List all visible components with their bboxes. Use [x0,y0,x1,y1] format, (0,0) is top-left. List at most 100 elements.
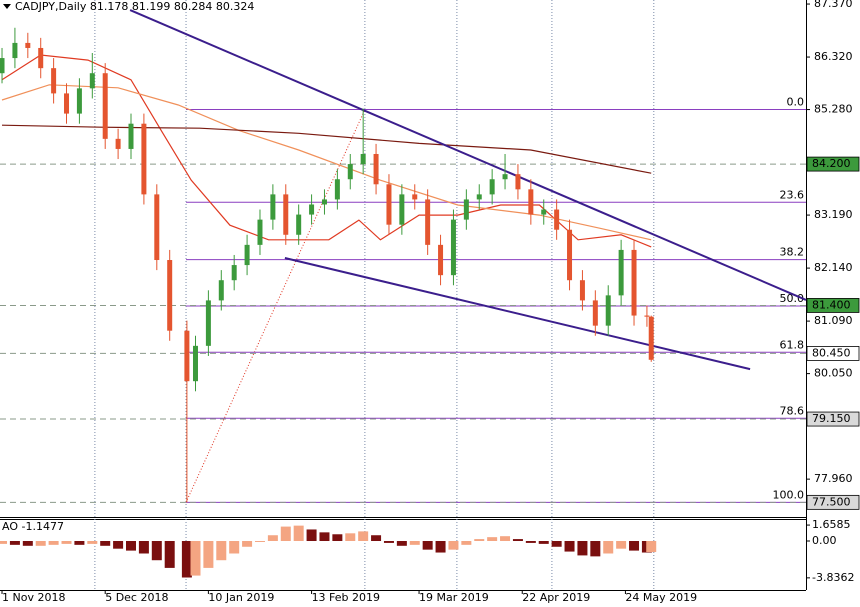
last-open: 81.178 [90,0,129,13]
ao-bar [500,536,511,542]
ao-bar [319,532,330,542]
candle-body [0,58,5,74]
ao-bar [280,526,291,542]
candle-body [541,209,547,215]
ao-bar [577,541,588,556]
moving-average [1,124,652,174]
ao-bar [409,541,420,545]
ao-bar [487,537,498,542]
price-tag-label: 81.400 [812,298,851,311]
price-tag [806,298,860,313]
ao-bar [306,529,317,542]
candle-body [644,315,650,317]
candle-body [115,138,121,149]
y2-tick-label: 1.6585 [812,518,851,531]
y-tick-label: 82.140 [814,261,853,274]
price-tag-label: 79.150 [812,412,851,425]
candle-body [231,265,237,281]
y-tick-label: 80.050 [814,367,853,380]
grid-layer [94,0,655,590]
candle-body [128,123,134,149]
ao-bar [61,541,72,544]
candle-body [347,164,353,180]
candle-body [89,73,95,89]
fib-level-label: 100.0 [773,488,805,501]
price-tag [806,411,860,427]
ao-bar [126,541,137,551]
y2-tick-label: -3.8362 [812,571,854,584]
candle-body [76,88,82,114]
ao-bar [629,541,640,551]
ao-bar [603,541,614,554]
candle-body [412,194,418,200]
candle-body [450,219,456,276]
last-close: 80.324 [216,0,255,13]
candle-body [592,300,598,326]
candle-body [579,280,585,301]
candle-body [51,68,57,94]
ao-bar [358,531,369,542]
candle-body [515,174,521,190]
ao-bar [9,541,20,545]
last-high: 81.199 [132,0,171,13]
price-tag [806,494,860,510]
collapse-arrow[interactable] [3,4,11,9]
ao-bar [448,541,459,550]
candle-body [631,249,637,316]
y-tick-label: 86.320 [814,50,853,63]
ao-bar [293,525,304,542]
fib-level-label: 50.0 [780,292,805,305]
candle-body [12,42,18,59]
ao-bar [538,541,549,544]
ao-bar [435,541,446,553]
price-tag-label: 80.450 [812,346,851,359]
candle-body [360,153,366,165]
ao-bar [590,541,601,557]
ao-bar [646,541,657,553]
candle-body [648,316,654,360]
ao-bar [113,541,124,549]
candle-body [605,295,611,326]
chart-header: CADJPY,Daily 81.178 81.199 80.284 80.324 [15,0,254,13]
ao-bar [254,541,265,542]
candle-body [373,153,379,185]
ao-bar [48,541,59,545]
candle-body [463,199,469,220]
x-tick-label: 22 Apr 2019 [522,591,590,604]
ao-bar [422,541,433,550]
candle-body [386,184,392,225]
moving-average [1,84,652,241]
ao-bar [138,541,149,554]
x-tick-label: 5 Dec 2018 [105,591,168,604]
candle-body [25,42,31,48]
fib-level-label: 23.6 [780,188,805,201]
symbol: CADJPY,Daily [15,0,87,13]
candle-body [567,229,573,281]
candle-layer [0,27,654,503]
candle-body [618,249,624,296]
ao-bar [267,535,278,542]
price-tag [806,156,860,172]
trend-line [129,9,807,301]
x-tick-label: 13 Feb 2019 [312,591,380,604]
y-tick-label: 81.090 [814,314,853,327]
x-tick-label: 1 Nov 2018 [2,591,65,604]
ao-bar [22,541,33,546]
ao-bar [190,541,201,576]
price-tag-label: 84.200 [812,157,851,170]
candle-body [167,260,173,331]
candle-body [141,123,147,195]
y-tick-label: 87.370 [814,0,853,10]
candle-body [154,194,160,261]
ao-bar [616,541,627,549]
last-low: 80.284 [174,0,213,13]
candle-body [102,73,108,139]
fib-level-label: 61.8 [780,338,805,351]
candle-body [321,199,327,205]
ao-bar [332,534,343,542]
indicator-name: AO [2,520,18,533]
ao-bar [74,541,85,545]
candle-body [244,244,250,266]
candle-body [554,209,560,230]
